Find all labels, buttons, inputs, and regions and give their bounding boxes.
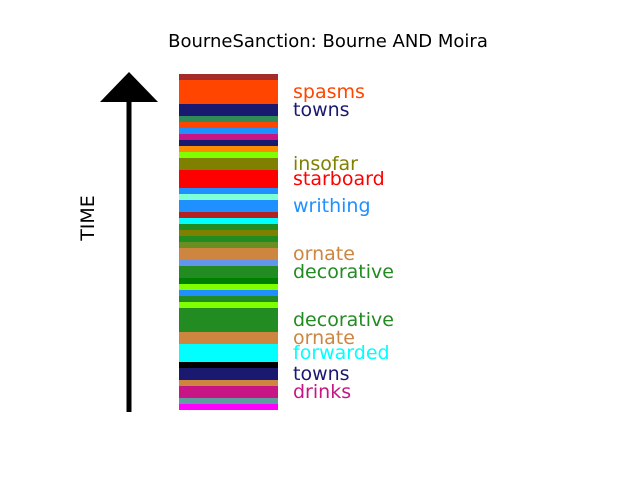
timeline-band [179, 116, 278, 122]
timeline-band [179, 230, 278, 236]
timeline-band [179, 284, 278, 290]
timeline-band [179, 74, 278, 80]
segment-label: towns [293, 363, 350, 385]
timeline-band [179, 266, 278, 278]
segment-label: writhing [293, 195, 371, 217]
timeline-band [179, 308, 278, 332]
segment-label: towns [293, 99, 350, 121]
segment-label: spasms [293, 81, 365, 103]
timeline-band [179, 362, 278, 368]
timeline-band [179, 200, 278, 212]
timeline-band [179, 290, 278, 296]
timeline-band [179, 80, 278, 104]
timeline-band [179, 344, 278, 362]
segment-label: forwarded [293, 342, 390, 364]
timeline-band [179, 224, 278, 230]
timeline-band [179, 380, 278, 386]
timeline-band [179, 104, 278, 116]
segment-label: insofar [293, 153, 358, 175]
timeline-band [179, 332, 278, 344]
timeline-band [179, 218, 278, 224]
time-arrow-head [100, 72, 158, 102]
chart-title: BourneSanction: Bourne AND Moira [168, 31, 488, 52]
segment-label: starboard [293, 168, 385, 190]
timeline-band [179, 128, 278, 134]
timeline-band [179, 170, 278, 188]
segment-label: decorative [293, 309, 394, 331]
timeline-band [179, 296, 278, 302]
timeline-band [179, 242, 278, 248]
timeline-band [179, 278, 278, 284]
timeline-band [179, 248, 278, 260]
timeline-band [179, 188, 278, 194]
timeline-band [179, 260, 278, 266]
timeline-band [179, 386, 278, 398]
timeline-band [179, 236, 278, 242]
timeline-band [179, 158, 278, 170]
timeline-band [179, 302, 278, 308]
segment-label: drinks [293, 381, 352, 403]
timeline-band [179, 404, 278, 410]
timeline-band [179, 398, 278, 404]
timeline-band [179, 194, 278, 200]
timeline-band [179, 140, 278, 146]
segment-label: ornate [293, 327, 355, 349]
segment-label: decorative [293, 261, 394, 283]
time-axis-label: TIME [77, 195, 99, 241]
timeline-band [179, 146, 278, 152]
timeline-band [179, 152, 278, 158]
timeline-band [179, 134, 278, 140]
timeline-band [179, 212, 278, 218]
timeline-band [179, 368, 278, 380]
segment-label: ornate [293, 243, 355, 265]
timeline-strip [179, 74, 278, 410]
timeline-band [179, 122, 278, 128]
